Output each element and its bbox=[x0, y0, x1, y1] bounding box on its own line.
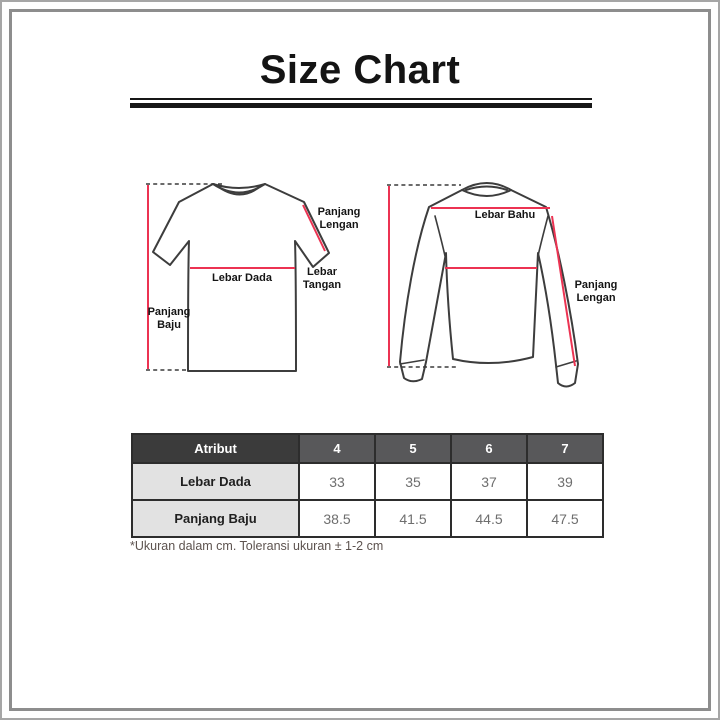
divider-thick-line bbox=[130, 103, 592, 108]
page-title: Size Chart bbox=[259, 48, 461, 92]
long-sleeve-measure-lines bbox=[387, 184, 576, 368]
long-sleeve-shirt-outline bbox=[399, 182, 579, 388]
label-lebar-tangan: Lebar Tangan bbox=[302, 266, 342, 291]
label-panjang-lengan-right: Panjang Lengan bbox=[574, 279, 618, 304]
table-header-size-6: 6 bbox=[450, 433, 528, 464]
short-sleeve-shirt-outline bbox=[152, 183, 330, 372]
short-sleeve-measure-lines bbox=[146, 183, 326, 371]
table-cell: 37 bbox=[450, 462, 528, 501]
table-header-size-5: 5 bbox=[374, 433, 452, 464]
table-row-panjang-baju: Panjang Baju 38.5 41.5 44.5 47.5 bbox=[131, 499, 604, 538]
divider-thin-line bbox=[130, 98, 592, 100]
table-cell: 47.5 bbox=[526, 499, 604, 538]
table-header-row: Atribut 4 5 6 7 bbox=[131, 433, 604, 464]
label-panjang-baju: Panjang Baju bbox=[147, 306, 191, 331]
panjang-lengan-line-left bbox=[302, 204, 326, 252]
table-cell: 33 bbox=[298, 462, 376, 501]
table-row-lebar-dada: Lebar Dada 33 35 37 39 bbox=[131, 462, 604, 501]
title-divider bbox=[130, 98, 592, 108]
table-cell: 44.5 bbox=[450, 499, 528, 538]
label-panjang-lengan-left: Panjang Lengan bbox=[317, 206, 361, 231]
label-lebar-bahu: Lebar Bahu bbox=[474, 209, 536, 221]
row-label: Lebar Dada bbox=[131, 462, 300, 501]
table-cell: 39 bbox=[526, 462, 604, 501]
row-label: Panjang Baju bbox=[131, 499, 300, 538]
footnote: *Ukuran dalam cm. Toleransi ukuran ± 1-2… bbox=[130, 539, 384, 553]
label-lebar-dada: Lebar Dada bbox=[212, 272, 272, 284]
table-header-size-7: 7 bbox=[526, 433, 604, 464]
table-header-atribut: Atribut bbox=[131, 433, 300, 464]
table-header-size-4: 4 bbox=[298, 433, 376, 464]
table-cell: 41.5 bbox=[374, 499, 452, 538]
table-cell: 38.5 bbox=[298, 499, 376, 538]
table-cell: 35 bbox=[374, 462, 452, 501]
panjang-lengan-line-right bbox=[551, 215, 576, 367]
size-table: Atribut 4 5 6 7 Lebar Dada 33 35 37 39 P… bbox=[131, 433, 604, 538]
